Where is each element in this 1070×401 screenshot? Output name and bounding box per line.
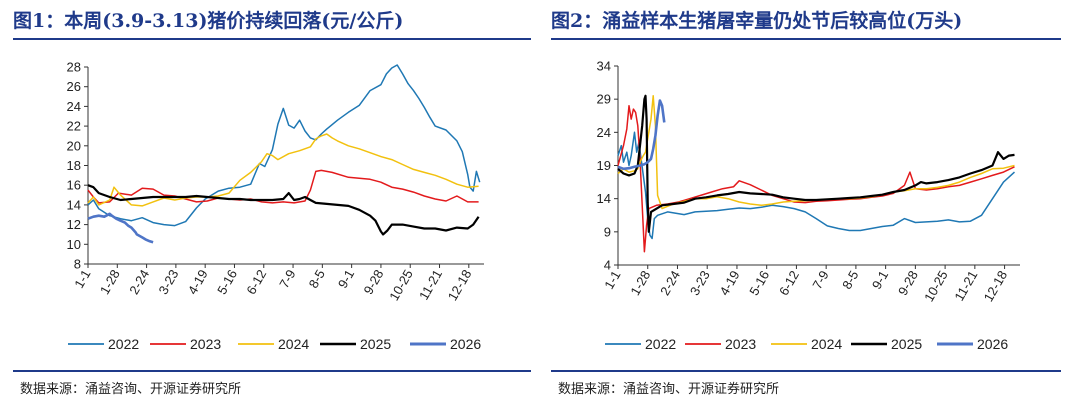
chart1-y-tick-label: 14 bbox=[67, 197, 81, 212]
chart2-series-2025 bbox=[617, 94, 1015, 233]
chart1-title-text: 本周(3.9-3.13)猪价持续回落(元/公斤) bbox=[64, 10, 404, 32]
chart2-legend-label-2024: 2024 bbox=[811, 336, 842, 352]
chart2-y-tick-label: 29 bbox=[597, 92, 611, 107]
chart1-y-tick-label: 18 bbox=[67, 158, 81, 173]
chart1-y-tick-label: 16 bbox=[67, 178, 81, 193]
chart1-figure-label: 图1： bbox=[13, 10, 65, 32]
chart1-y-tick-label: 24 bbox=[67, 99, 81, 114]
chart1-series-2025 bbox=[87, 184, 480, 236]
chart1-series-2024 bbox=[87, 133, 479, 207]
chart1-y-tick-label: 12 bbox=[67, 217, 81, 232]
chart1-x-tick-label: 10-25 bbox=[386, 267, 416, 303]
chart1-title: 图1：本周(3.9-3.13)猪价持续回落(元/公斤) bbox=[13, 6, 403, 33]
chart1-x-tick-label: 4-19 bbox=[185, 267, 211, 297]
chart1-x-tick-label: 9-28 bbox=[361, 267, 387, 297]
chart2-legend: 2022 2023 2024 2025 2026 bbox=[605, 336, 1008, 352]
chart2-y-tick-label: 9 bbox=[604, 224, 611, 239]
chart1-legend-label-2024: 2024 bbox=[278, 336, 309, 352]
chart1-y-tick-label: 10 bbox=[67, 237, 81, 252]
chart1-x-tick-label: 8-5 bbox=[306, 267, 328, 291]
chart2-source-rule bbox=[551, 370, 1061, 372]
chart2-title-rule bbox=[551, 38, 1061, 40]
chart2-x-tick-label: 10-25 bbox=[921, 268, 951, 304]
chart1-legend-label-2025: 2025 bbox=[360, 336, 391, 352]
chart1-x-tick-label: 3-23 bbox=[155, 267, 181, 297]
chart1-x-tick-label: 1-28 bbox=[97, 267, 123, 297]
chart1-x-tick-label: 5-16 bbox=[214, 267, 240, 297]
chart2-x-tick-label: 6-12 bbox=[776, 268, 802, 298]
chart2-x-tick-label: 8-5 bbox=[839, 268, 861, 292]
chart2-y-tick-label: 19 bbox=[597, 158, 611, 173]
chart2-title: 图2：涌益样本生猪屠宰量仍处节后较高位(万头) bbox=[551, 6, 962, 33]
chart2-y-tick-label: 4 bbox=[604, 258, 611, 273]
chart2-x-tick-label: 12-18 bbox=[981, 268, 1011, 304]
chart2-x-tick-label: 1-28 bbox=[627, 268, 653, 298]
chart1-y-tick-label: 20 bbox=[67, 138, 81, 153]
chart2-y-tick-label: 24 bbox=[597, 125, 611, 140]
chart2-x-tick-label: 5-16 bbox=[746, 268, 772, 298]
chart2-legend-label-2022: 2022 bbox=[645, 336, 676, 352]
chart1-y-tick-label: 28 bbox=[67, 60, 81, 75]
chart2-x-tick-label: 9-1 bbox=[869, 268, 891, 292]
chart1-title-rule bbox=[13, 38, 531, 40]
chart2-x-tick-label: 11-21 bbox=[951, 268, 980, 303]
chart2-legend-label-2023: 2023 bbox=[725, 336, 756, 352]
chart2-y-tick-label: 34 bbox=[597, 59, 611, 74]
chart2-x-tick-label: 3-23 bbox=[687, 268, 713, 298]
chart1-legend-label-2026: 2026 bbox=[450, 336, 481, 352]
chart2-series-2026 bbox=[617, 99, 666, 171]
chart1-y-tick-label: 22 bbox=[67, 119, 81, 134]
chart2-title-text: 涌益样本生猪屠宰量仍处节后较高位(万头) bbox=[602, 10, 963, 32]
chart1-source-rule bbox=[13, 370, 531, 372]
chart2-legend-label-2025: 2025 bbox=[891, 336, 922, 352]
chart1-y-tick-label: 26 bbox=[67, 79, 81, 94]
chart1-series-2026 bbox=[87, 212, 154, 244]
chart2-x-tick-label: 4-19 bbox=[717, 268, 743, 298]
chart2-x-tick-label: 2-24 bbox=[657, 268, 683, 298]
chart1-legend-label-2022: 2022 bbox=[108, 336, 139, 352]
chart1-x-tick-label: 12-18 bbox=[445, 267, 475, 303]
chart1-x-tick-label: 11-21 bbox=[416, 267, 445, 302]
chart1-series-2022 bbox=[87, 64, 481, 227]
chart1-x-tick-label: 7-9 bbox=[276, 267, 298, 291]
chart1-y-tick-label: 8 bbox=[74, 257, 81, 272]
chart2-x-tick-label: 9-28 bbox=[895, 268, 921, 298]
chart1-x-tick-label: 9-1 bbox=[335, 267, 357, 291]
chart1-legend: 2022 2023 2024 2025 2026 bbox=[68, 336, 481, 352]
chart2-y-tick-label: 14 bbox=[597, 191, 611, 206]
chart1-x-tick-label: 6-12 bbox=[243, 267, 269, 297]
chart2-x-tick-label: 7-9 bbox=[809, 268, 831, 292]
chart1-source: 数据来源：涌益咨询、开源证券研究所 bbox=[20, 382, 242, 397]
chart1-x-tick-label: 2-24 bbox=[126, 267, 152, 297]
chart1-legend-label-2023: 2023 bbox=[190, 336, 221, 352]
chart2-legend-label-2026: 2026 bbox=[977, 336, 1008, 352]
chart1-series-2023 bbox=[87, 169, 479, 204]
chart2-source: 数据来源：涌益咨询、开源证券研究所 bbox=[558, 382, 780, 397]
chart2-figure-label: 图2： bbox=[551, 10, 603, 32]
chart2-series-2024 bbox=[617, 95, 1015, 210]
